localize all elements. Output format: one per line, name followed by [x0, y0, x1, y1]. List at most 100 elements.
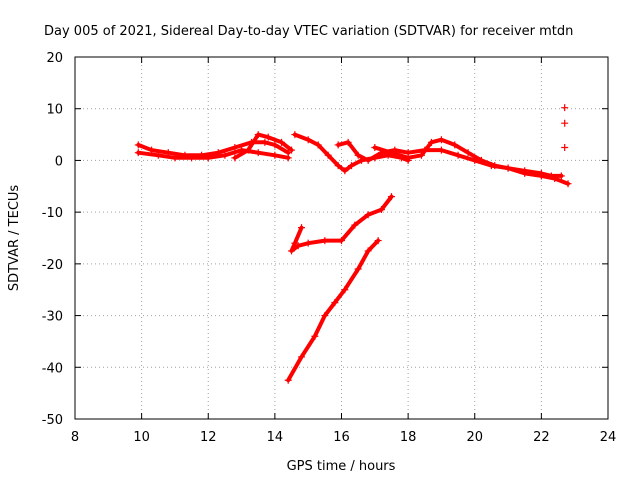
data-point: [278, 138, 286, 146]
data-point: [311, 332, 319, 340]
data-point: [371, 144, 379, 151]
data-point: [387, 193, 395, 201]
data-point: [294, 242, 302, 250]
data-point: [491, 162, 499, 170]
series-track-2: [134, 146, 292, 162]
data-point: [261, 138, 269, 146]
series-track-6: [371, 136, 572, 188]
x-tick-label: 22: [533, 430, 550, 445]
data-point: [437, 136, 445, 144]
data-point: [324, 151, 332, 159]
data-series: [134, 104, 572, 384]
data-point: [298, 224, 306, 232]
data-point: [364, 211, 372, 219]
y-tick-label: -50: [42, 413, 63, 428]
data-point: [374, 237, 382, 245]
series-line: [372, 137, 570, 186]
data-point: [304, 239, 312, 247]
data-point: [557, 172, 565, 180]
data-point: [364, 247, 372, 255]
data-point: [351, 221, 359, 229]
y-tick-label: 20: [46, 51, 63, 66]
grid: [75, 57, 608, 419]
data-point: [288, 146, 296, 154]
x-tick-label: 16: [333, 430, 350, 445]
data-point: [331, 299, 339, 307]
series-track-1: [134, 138, 292, 159]
data-point: [284, 154, 292, 162]
data-point: [427, 138, 435, 146]
data-point: [564, 180, 572, 188]
data-point: [134, 149, 142, 157]
data-point: [321, 312, 329, 320]
data-point: [354, 265, 362, 273]
y-tick-label: -20: [42, 258, 63, 273]
data-point: [231, 154, 239, 162]
data-point: [561, 104, 569, 112]
data-point: [321, 237, 329, 245]
y-tick-label: -40: [42, 361, 63, 376]
data-point: [171, 154, 179, 162]
data-point: [221, 151, 229, 159]
data-point: [354, 151, 362, 159]
x-tick-label: 20: [466, 430, 483, 445]
y-tick-label: 0: [55, 154, 63, 169]
data-point: [377, 206, 385, 214]
data-point: [231, 144, 239, 151]
x-tick-label: 8: [71, 430, 79, 445]
data-point: [504, 164, 512, 172]
data-point: [561, 119, 569, 127]
y-tick-label: -10: [42, 206, 63, 221]
x-tick-label: 14: [267, 430, 284, 445]
data-point: [437, 146, 445, 154]
data-point: [347, 162, 355, 170]
series-line: [136, 148, 291, 160]
x-tick-label: 12: [200, 430, 217, 445]
series-track-8: [284, 237, 382, 384]
data-point: [314, 141, 322, 149]
data-point: [364, 156, 372, 164]
y-axis-label: SDTVAR / TECUs: [7, 185, 22, 292]
data-point: [291, 131, 299, 139]
data-point: [154, 151, 162, 159]
data-point: [298, 353, 306, 361]
data-point: [344, 138, 352, 146]
data-point: [288, 247, 296, 255]
series-track-3: [231, 131, 296, 162]
data-point: [334, 162, 342, 170]
y-tick-label: -30: [42, 310, 63, 325]
series-isolated: [561, 104, 569, 151]
data-point: [451, 141, 459, 149]
data-point: [477, 156, 485, 164]
data-point: [271, 151, 279, 159]
x-tick-label: 24: [600, 430, 617, 445]
data-point: [254, 131, 262, 139]
data-point: [561, 144, 569, 151]
data-point: [334, 141, 342, 149]
data-point: [304, 136, 312, 144]
data-point: [537, 172, 545, 180]
data-point: [454, 151, 462, 159]
data-point: [284, 376, 292, 384]
x-tick-label: 10: [133, 430, 150, 445]
data-point: [134, 141, 142, 149]
y-tick-label: 10: [46, 103, 63, 118]
data-point: [551, 175, 559, 183]
series-track-7: [288, 193, 395, 255]
data-point: [188, 154, 196, 162]
data-point: [341, 167, 349, 175]
x-tick-label: 18: [400, 430, 417, 445]
axis-ticks: 8 10 12 14 16 18 20 22 24 20 10 0 -10 -20 -30 -40 -50: [42, 51, 617, 445]
series-line: [232, 132, 294, 160]
data-point: [244, 146, 252, 154]
data-point: [417, 151, 425, 159]
data-point: [271, 141, 279, 149]
data-point: [254, 149, 262, 157]
data-point: [341, 286, 349, 294]
data-point: [464, 149, 472, 157]
x-axis-label: GPS time / hours: [287, 459, 396, 474]
data-point: [387, 149, 395, 157]
data-point: [338, 237, 345, 245]
data-point: [521, 169, 529, 177]
